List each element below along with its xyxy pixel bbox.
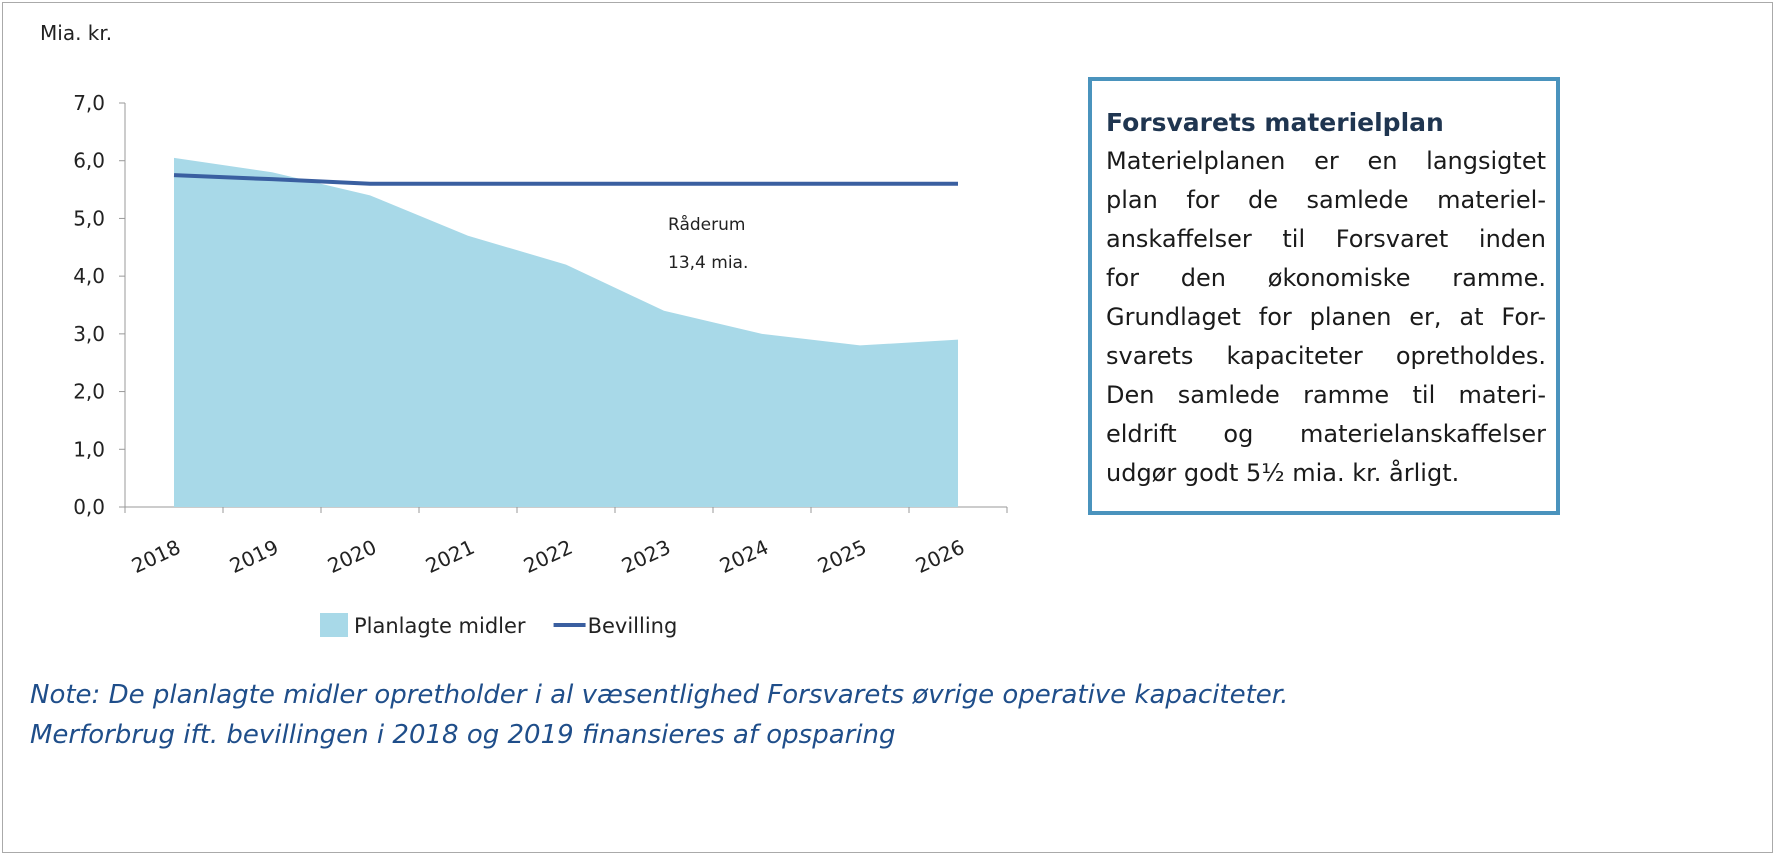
area [174,157,958,508]
legend-label: Bevilling [588,614,678,638]
x-tick-label: 2026 [912,535,968,578]
infobox-line: anskaffelser til Forsvaret inden [1106,225,1546,253]
infobox-title: Forsvarets materielplan [1106,108,1444,137]
legend-swatch [320,613,348,637]
y-unit: Mia. kr. [40,21,112,45]
legend-label: Planlagte midler [354,614,526,638]
infobox-line: Grundlaget for planen er, at For- [1106,303,1546,331]
y-tick-label: 0,0 [73,495,105,519]
x-tick-label: 2021 [422,535,478,578]
x-tick-label: 2024 [716,535,772,578]
x-tick-label: 2018 [128,535,184,578]
infobox-line: Materielplanen er en langsigtet [1106,147,1546,175]
x-tick-label: 2022 [520,535,576,578]
y-tick-label: 5,0 [73,206,105,230]
infobox-line: svarets kapaciteter opretholdes. [1106,342,1546,370]
note: Merforbrug ift. bevillingen i 2018 og 20… [30,720,896,750]
line [173,173,958,186]
infobox-line: eldrift og materielanskaffelser [1106,420,1546,448]
x-tick-label: 2019 [226,535,282,578]
y-tick-label: 2,0 [73,380,105,404]
infobox-line: plan for de samlede materiel- [1106,186,1546,214]
y-tick-label: 7,0 [73,91,105,115]
infobox-line: udgør godt 5½ mia. kr. årligt. [1106,459,1460,487]
annotation: Råderum [668,214,745,235]
infobox: Forsvarets materielplan Materielplanen e… [1088,77,1560,515]
x-tick-label: 2025 [814,535,870,578]
infobox-line: Den samlede ramme til materi- [1106,381,1546,409]
y-tick-label: 4,0 [73,264,105,288]
annotation: 13,4 mia. [668,253,748,273]
x-tick-label: 2020 [324,535,380,578]
infobox-line: for den økonomiske ramme. [1106,264,1546,292]
x-tick-label: 2023 [618,535,674,578]
y-tick-label: 3,0 [73,322,105,346]
note: Note: De planlagte midler opretholder i … [30,680,1289,710]
y-tick-label: 1,0 [73,437,105,461]
y-tick-label: 6,0 [73,149,105,173]
